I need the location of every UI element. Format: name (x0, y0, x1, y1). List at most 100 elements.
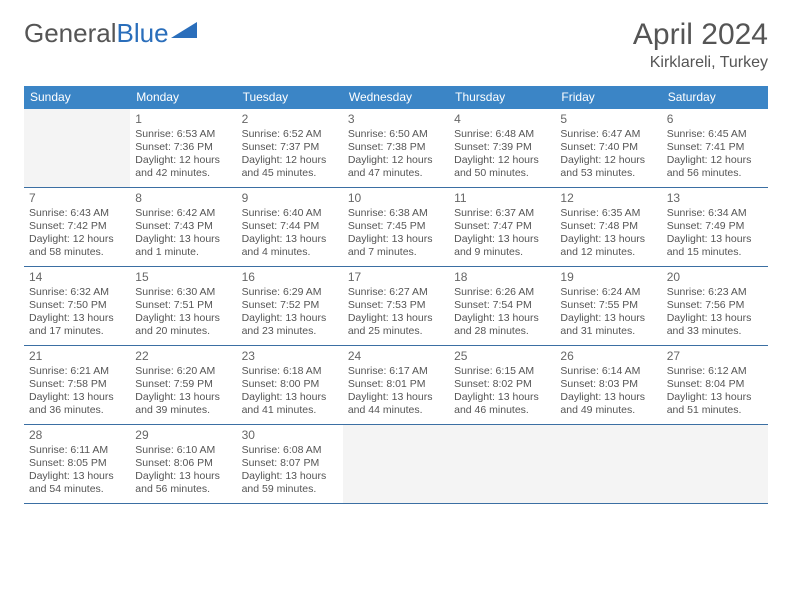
daylight-line: Daylight: 13 hours and 36 minutes. (29, 391, 125, 417)
day-cell: 18Sunrise: 6:26 AMSunset: 7:54 PMDayligh… (449, 267, 555, 345)
sunrise-line: Sunrise: 6:17 AM (348, 365, 444, 378)
daylight-line: Daylight: 12 hours and 45 minutes. (242, 154, 338, 180)
day-number: 25 (454, 349, 550, 364)
sunrise-line: Sunrise: 6:42 AM (135, 207, 231, 220)
blank-cell (662, 425, 768, 503)
sunrise-line: Sunrise: 6:35 AM (560, 207, 656, 220)
day-cell: 13Sunrise: 6:34 AMSunset: 7:49 PMDayligh… (662, 188, 768, 266)
sunrise-line: Sunrise: 6:26 AM (454, 286, 550, 299)
day-cell: 10Sunrise: 6:38 AMSunset: 7:45 PMDayligh… (343, 188, 449, 266)
calendar-body: 1Sunrise: 6:53 AMSunset: 7:36 PMDaylight… (24, 109, 768, 504)
day-cell: 7Sunrise: 6:43 AMSunset: 7:42 PMDaylight… (24, 188, 130, 266)
day-number: 13 (667, 191, 763, 206)
sunset-line: Sunset: 7:59 PM (135, 378, 231, 391)
header: GeneralBlue April 2024 Kirklareli, Turke… (0, 0, 792, 80)
sunset-line: Sunset: 7:51 PM (135, 299, 231, 312)
sunrise-line: Sunrise: 6:21 AM (29, 365, 125, 378)
sunrise-line: Sunrise: 6:12 AM (667, 365, 763, 378)
sunrise-line: Sunrise: 6:10 AM (135, 444, 231, 457)
daylight-line: Daylight: 13 hours and 28 minutes. (454, 312, 550, 338)
weekday-header: Saturday (662, 86, 768, 109)
daylight-line: Daylight: 13 hours and 44 minutes. (348, 391, 444, 417)
day-cell: 27Sunrise: 6:12 AMSunset: 8:04 PMDayligh… (662, 346, 768, 424)
sunrise-line: Sunrise: 6:30 AM (135, 286, 231, 299)
sunset-line: Sunset: 7:39 PM (454, 141, 550, 154)
weekday-header: Tuesday (237, 86, 343, 109)
sunset-line: Sunset: 7:42 PM (29, 220, 125, 233)
sunset-line: Sunset: 8:04 PM (667, 378, 763, 391)
day-cell: 26Sunrise: 6:14 AMSunset: 8:03 PMDayligh… (555, 346, 661, 424)
day-number: 15 (135, 270, 231, 285)
daylight-line: Daylight: 13 hours and 9 minutes. (454, 233, 550, 259)
week-row: 7Sunrise: 6:43 AMSunset: 7:42 PMDaylight… (24, 188, 768, 267)
sunrise-line: Sunrise: 6:23 AM (667, 286, 763, 299)
sunset-line: Sunset: 8:07 PM (242, 457, 338, 470)
sunset-line: Sunset: 7:37 PM (242, 141, 338, 154)
sunrise-line: Sunrise: 6:52 AM (242, 128, 338, 141)
week-row: 28Sunrise: 6:11 AMSunset: 8:05 PMDayligh… (24, 425, 768, 504)
sunrise-line: Sunrise: 6:14 AM (560, 365, 656, 378)
daylight-line: Daylight: 13 hours and 20 minutes. (135, 312, 231, 338)
day-number: 29 (135, 428, 231, 443)
daylight-line: Daylight: 13 hours and 56 minutes. (135, 470, 231, 496)
sunset-line: Sunset: 7:44 PM (242, 220, 338, 233)
daylight-line: Daylight: 13 hours and 33 minutes. (667, 312, 763, 338)
daylight-line: Daylight: 12 hours and 53 minutes. (560, 154, 656, 180)
day-number: 26 (560, 349, 656, 364)
daylight-line: Daylight: 12 hours and 47 minutes. (348, 154, 444, 180)
day-cell: 1Sunrise: 6:53 AMSunset: 7:36 PMDaylight… (130, 109, 236, 187)
sunrise-line: Sunrise: 6:43 AM (29, 207, 125, 220)
day-cell: 21Sunrise: 6:21 AMSunset: 7:58 PMDayligh… (24, 346, 130, 424)
day-cell: 6Sunrise: 6:45 AMSunset: 7:41 PMDaylight… (662, 109, 768, 187)
daylight-line: Daylight: 13 hours and 17 minutes. (29, 312, 125, 338)
day-cell: 4Sunrise: 6:48 AMSunset: 7:39 PMDaylight… (449, 109, 555, 187)
sunrise-line: Sunrise: 6:18 AM (242, 365, 338, 378)
location: Kirklareli, Turkey (633, 54, 768, 72)
day-cell: 8Sunrise: 6:42 AMSunset: 7:43 PMDaylight… (130, 188, 236, 266)
sunset-line: Sunset: 7:48 PM (560, 220, 656, 233)
day-cell: 20Sunrise: 6:23 AMSunset: 7:56 PMDayligh… (662, 267, 768, 345)
daylight-line: Daylight: 13 hours and 1 minute. (135, 233, 231, 259)
day-cell: 15Sunrise: 6:30 AMSunset: 7:51 PMDayligh… (130, 267, 236, 345)
day-number: 8 (135, 191, 231, 206)
day-number: 14 (29, 270, 125, 285)
day-number: 22 (135, 349, 231, 364)
sunrise-line: Sunrise: 6:32 AM (29, 286, 125, 299)
sunset-line: Sunset: 7:49 PM (667, 220, 763, 233)
blank-cell (24, 109, 130, 187)
sunset-line: Sunset: 7:52 PM (242, 299, 338, 312)
sunrise-line: Sunrise: 6:45 AM (667, 128, 763, 141)
sunrise-line: Sunrise: 6:29 AM (242, 286, 338, 299)
sunrise-line: Sunrise: 6:11 AM (29, 444, 125, 457)
daylight-line: Daylight: 13 hours and 23 minutes. (242, 312, 338, 338)
sunset-line: Sunset: 8:05 PM (29, 457, 125, 470)
day-number: 10 (348, 191, 444, 206)
day-number: 21 (29, 349, 125, 364)
weekday-header: Sunday (24, 86, 130, 109)
day-cell: 3Sunrise: 6:50 AMSunset: 7:38 PMDaylight… (343, 109, 449, 187)
day-number: 1 (135, 112, 231, 127)
day-number: 3 (348, 112, 444, 127)
daylight-line: Daylight: 13 hours and 49 minutes. (560, 391, 656, 417)
day-number: 20 (667, 270, 763, 285)
sunset-line: Sunset: 7:58 PM (29, 378, 125, 391)
sunset-line: Sunset: 7:40 PM (560, 141, 656, 154)
day-cell: 30Sunrise: 6:08 AMSunset: 8:07 PMDayligh… (237, 425, 343, 503)
month-title: April 2024 (633, 18, 768, 52)
day-number: 16 (242, 270, 338, 285)
logo: GeneralBlue (24, 18, 197, 49)
daylight-line: Daylight: 13 hours and 59 minutes. (242, 470, 338, 496)
day-cell: 2Sunrise: 6:52 AMSunset: 7:37 PMDaylight… (237, 109, 343, 187)
sunset-line: Sunset: 7:53 PM (348, 299, 444, 312)
day-cell: 14Sunrise: 6:32 AMSunset: 7:50 PMDayligh… (24, 267, 130, 345)
sunrise-line: Sunrise: 6:53 AM (135, 128, 231, 141)
daylight-line: Daylight: 13 hours and 31 minutes. (560, 312, 656, 338)
day-number: 19 (560, 270, 656, 285)
sunset-line: Sunset: 7:47 PM (454, 220, 550, 233)
daylight-line: Daylight: 12 hours and 58 minutes. (29, 233, 125, 259)
day-number: 9 (242, 191, 338, 206)
daylight-line: Daylight: 13 hours and 25 minutes. (348, 312, 444, 338)
sunrise-line: Sunrise: 6:34 AM (667, 207, 763, 220)
day-cell: 28Sunrise: 6:11 AMSunset: 8:05 PMDayligh… (24, 425, 130, 503)
day-number: 12 (560, 191, 656, 206)
